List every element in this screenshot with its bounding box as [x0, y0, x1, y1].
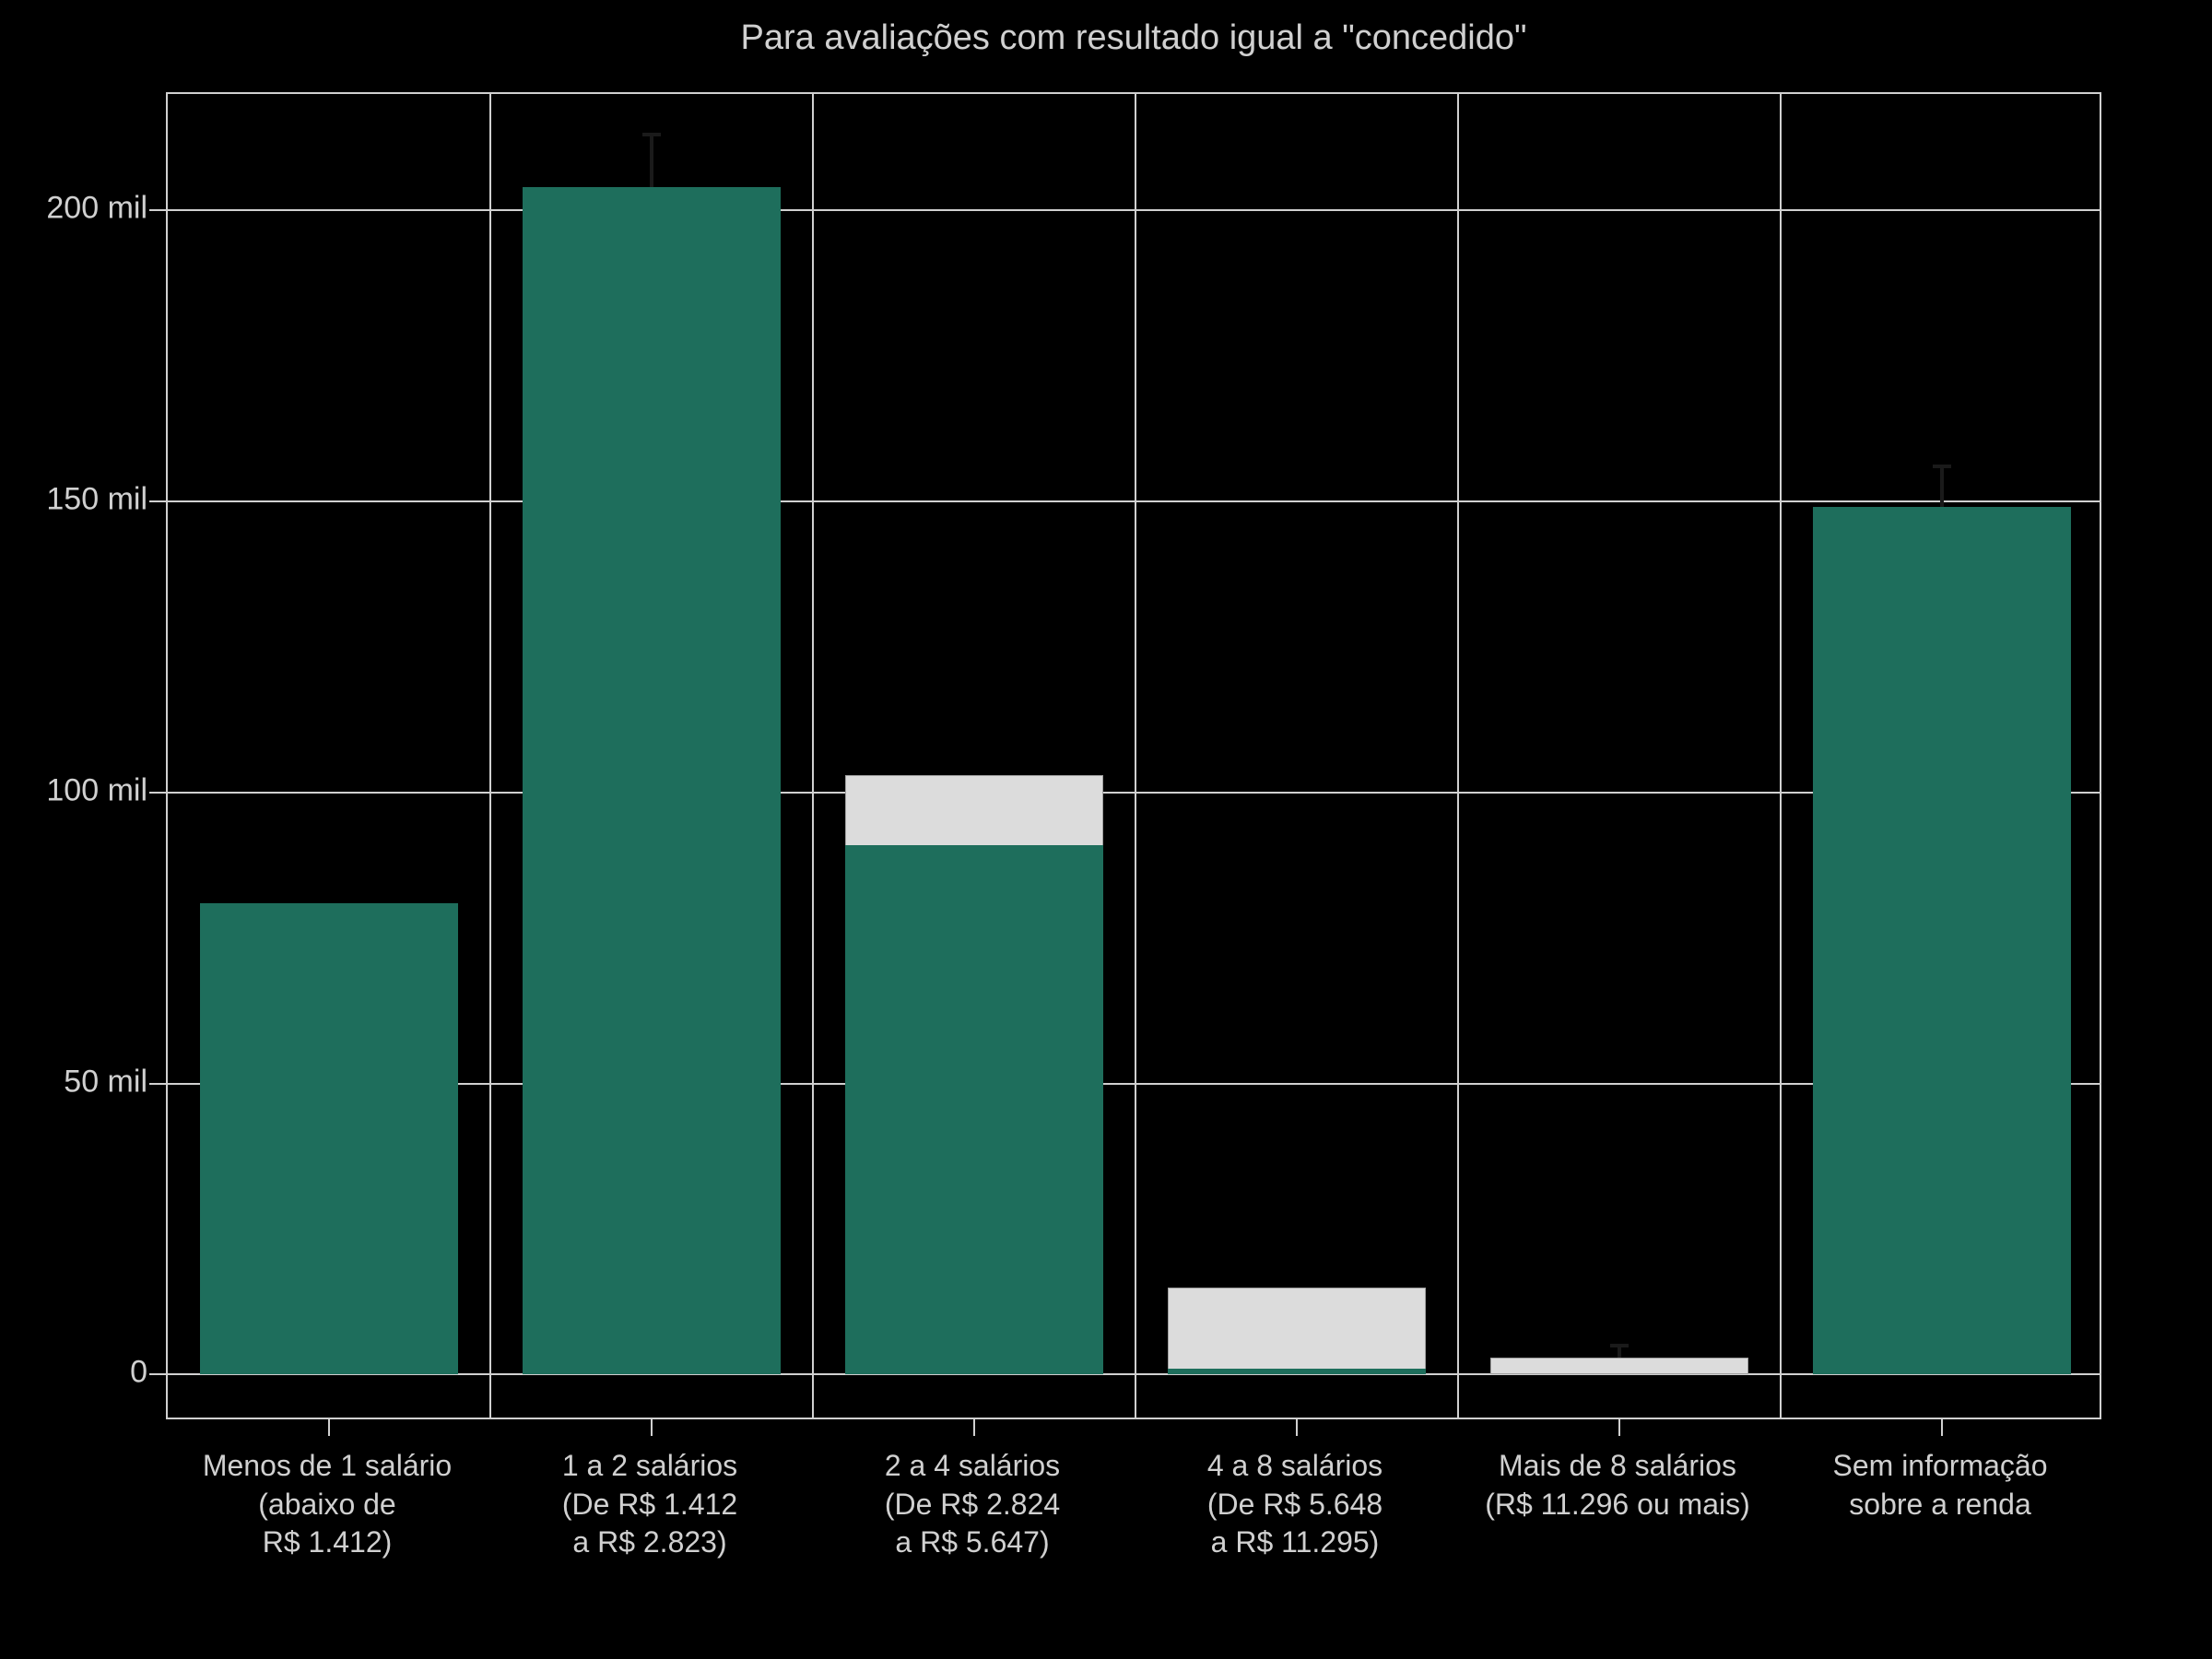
bar-foreground — [200, 903, 458, 1375]
grid-line-v — [1457, 94, 1459, 1418]
x-tick — [1941, 1418, 1943, 1436]
x-tick — [1296, 1418, 1298, 1436]
chart-container: 050 mil100 mil150 mil200 milMenos de 1 s… — [166, 55, 2101, 1419]
y-axis-label: 100 mil — [18, 772, 147, 808]
grid-line-v — [1135, 94, 1136, 1418]
bar-foreground — [1168, 1369, 1426, 1374]
y-tick — [149, 1373, 168, 1375]
y-axis-label: 200 mil — [18, 191, 147, 227]
y-tick — [149, 500, 168, 502]
bar-background — [1168, 1288, 1426, 1375]
x-axis-label: Mais de 8 salários(R$ 11.296 ou mais) — [1470, 1447, 1765, 1524]
error-cap — [1933, 465, 1951, 468]
grid-line-v — [1780, 94, 1782, 1418]
grid-line-h — [168, 209, 2100, 211]
y-axis-label: 150 mil — [18, 482, 147, 518]
grid-line-v — [812, 94, 814, 1418]
grid-line-h — [168, 500, 2100, 502]
y-tick — [149, 209, 168, 211]
error-bar — [1940, 466, 1944, 507]
y-tick — [149, 792, 168, 794]
error-cap — [642, 133, 661, 136]
error-bar — [650, 135, 653, 187]
x-tick — [1618, 1418, 1620, 1436]
grid-line-h — [168, 792, 2100, 794]
x-axis-label: 4 a 8 salários(De R$ 5.648a R$ 11.295) — [1147, 1447, 1442, 1562]
plot-area — [166, 92, 2101, 1419]
x-tick — [328, 1418, 330, 1436]
bar-background — [1490, 1358, 1748, 1375]
x-axis-label: Sem informaçãosobre a renda — [1793, 1447, 2088, 1524]
bar-foreground — [845, 845, 1103, 1375]
x-axis-label: 2 a 4 salários(De R$ 2.824a R$ 5.647) — [825, 1447, 1120, 1562]
y-axis-label: 50 mil — [18, 1064, 147, 1100]
y-axis-label: 0 — [18, 1355, 147, 1391]
bar-foreground — [1813, 507, 2071, 1374]
x-axis-label: Menos de 1 salário(abaixo deR$ 1.412) — [180, 1447, 475, 1562]
chart-title: Para avaliações com resultado igual a "c… — [166, 18, 2101, 58]
bar-foreground — [523, 187, 781, 1374]
x-axis-label: 1 a 2 salários(De R$ 1.412a R$ 2.823) — [502, 1447, 797, 1562]
error-cap — [1610, 1344, 1629, 1347]
x-tick — [973, 1418, 975, 1436]
y-tick — [149, 1083, 168, 1085]
x-tick — [651, 1418, 653, 1436]
grid-line-v — [489, 94, 491, 1418]
